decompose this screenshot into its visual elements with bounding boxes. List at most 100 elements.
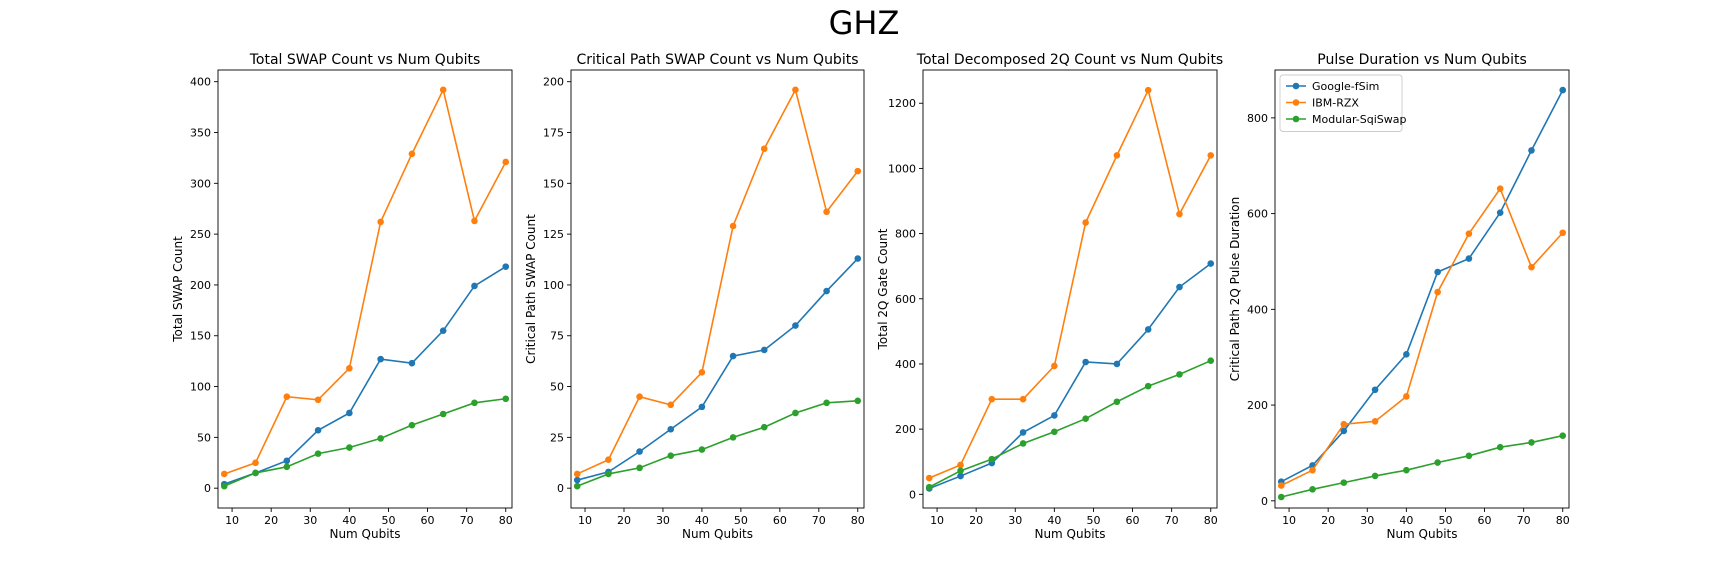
data-point	[502, 158, 510, 166]
data-point	[1082, 219, 1089, 226]
data-point	[823, 399, 830, 407]
y-axis-label: Critical Path 2Q Pulse Duration	[1228, 197, 1242, 381]
data-point	[1019, 429, 1027, 436]
data-point	[502, 395, 510, 403]
data-point	[854, 255, 862, 262]
data-point	[1277, 482, 1285, 489]
data-point	[573, 470, 581, 478]
data-point	[346, 364, 353, 372]
series-modular-sqiswap	[220, 395, 510, 490]
data-point	[283, 463, 291, 471]
data-point	[377, 355, 384, 363]
data-point	[1144, 326, 1152, 333]
data-point	[957, 467, 964, 475]
y-tick-label: 600	[1247, 208, 1268, 221]
data-point	[823, 208, 830, 216]
legend: Google-fSim IBM-RZX Modular-SqiSwap	[1279, 74, 1407, 132]
y-tick-label: 1200	[888, 97, 916, 110]
data-point	[760, 423, 768, 431]
data-point	[1207, 260, 1215, 267]
y-tick-label: 800	[895, 228, 916, 241]
data-point	[1434, 268, 1441, 276]
data-point	[667, 425, 675, 433]
data-point	[729, 352, 737, 360]
data-point	[792, 322, 799, 329]
data-point	[220, 482, 228, 490]
data-point	[1051, 362, 1058, 370]
x-tick-label: 60	[1126, 514, 1140, 527]
data-point	[1176, 283, 1183, 291]
series-line	[1281, 434, 1563, 498]
data-point	[346, 409, 353, 417]
legend-label-google-fsim: Google-fSim	[1312, 80, 1379, 93]
x-tick-label: 70	[1165, 514, 1179, 527]
axes-frame	[570, 69, 865, 509]
y-tick-label: 400	[190, 76, 211, 89]
data-point	[1309, 466, 1316, 474]
y-tick-label: 100	[543, 279, 564, 292]
data-point	[1144, 86, 1152, 94]
y-tick-label: 250	[190, 228, 211, 241]
series-line	[1280, 89, 1564, 483]
x-tick-label: 20	[1321, 514, 1335, 527]
x-tick-label: 10	[1282, 514, 1296, 527]
series-line	[928, 87, 1212, 479]
data-point	[377, 435, 384, 442]
series-ibm-rzx	[220, 86, 510, 478]
data-point	[854, 167, 862, 175]
series-line	[223, 397, 506, 487]
data-point	[1371, 418, 1379, 425]
data-point	[471, 399, 478, 407]
x-tick-label: 30	[1008, 514, 1022, 527]
series-google-fsim	[573, 255, 862, 484]
data-point	[220, 470, 228, 478]
x-tick-label: 50	[1086, 514, 1100, 527]
legend-marker-modular-sqiswap	[1292, 115, 1300, 123]
series-line	[576, 399, 858, 487]
data-point	[1207, 152, 1215, 159]
axes-frame	[217, 69, 513, 509]
data-point	[471, 282, 478, 290]
series-line	[928, 359, 1212, 488]
data-point	[760, 145, 768, 153]
data-point	[667, 452, 675, 459]
data-point	[1465, 452, 1473, 460]
data-point	[1559, 432, 1567, 440]
y-tick-label: 400	[1247, 303, 1268, 316]
series-line	[928, 262, 1212, 490]
x-tick-label: 80	[499, 514, 513, 527]
series-modular-sqiswap	[925, 357, 1215, 491]
data-point	[988, 455, 996, 463]
y-tick-label: 175	[543, 126, 564, 139]
x-tick-label: 50	[381, 514, 395, 527]
data-point	[925, 483, 933, 491]
data-point	[439, 327, 447, 334]
x-tick-label: 20	[264, 514, 278, 527]
data-point	[1176, 371, 1183, 378]
data-point	[573, 482, 581, 490]
legend-marker-google-fsim	[1292, 82, 1300, 90]
data-point	[252, 469, 259, 477]
x-tick-label: 20	[617, 514, 631, 527]
series-line	[1280, 187, 1564, 487]
x-tick-label: 50	[734, 514, 748, 527]
y-tick-label: 25	[550, 431, 564, 444]
data-point	[925, 474, 933, 482]
y-axis-label: Total 2Q Gate Count	[876, 228, 890, 350]
data-point	[1465, 255, 1473, 262]
data-point	[1019, 395, 1027, 403]
x-tick-label: 50	[1438, 514, 1452, 527]
y-tick-label: 600	[895, 293, 916, 306]
data-point	[1434, 288, 1441, 296]
data-point	[377, 218, 384, 226]
data-point	[408, 421, 416, 429]
x-tick-label: 60	[421, 514, 435, 527]
data-point	[1309, 486, 1316, 493]
y-tick-label: 100	[190, 381, 211, 394]
data-point	[729, 222, 737, 230]
x-tick-label: 40	[1047, 514, 1061, 527]
data-point	[636, 393, 643, 401]
axes-title: Critical Path SWAP Count vs Num Qubits	[577, 52, 859, 68]
data-point	[823, 287, 830, 295]
